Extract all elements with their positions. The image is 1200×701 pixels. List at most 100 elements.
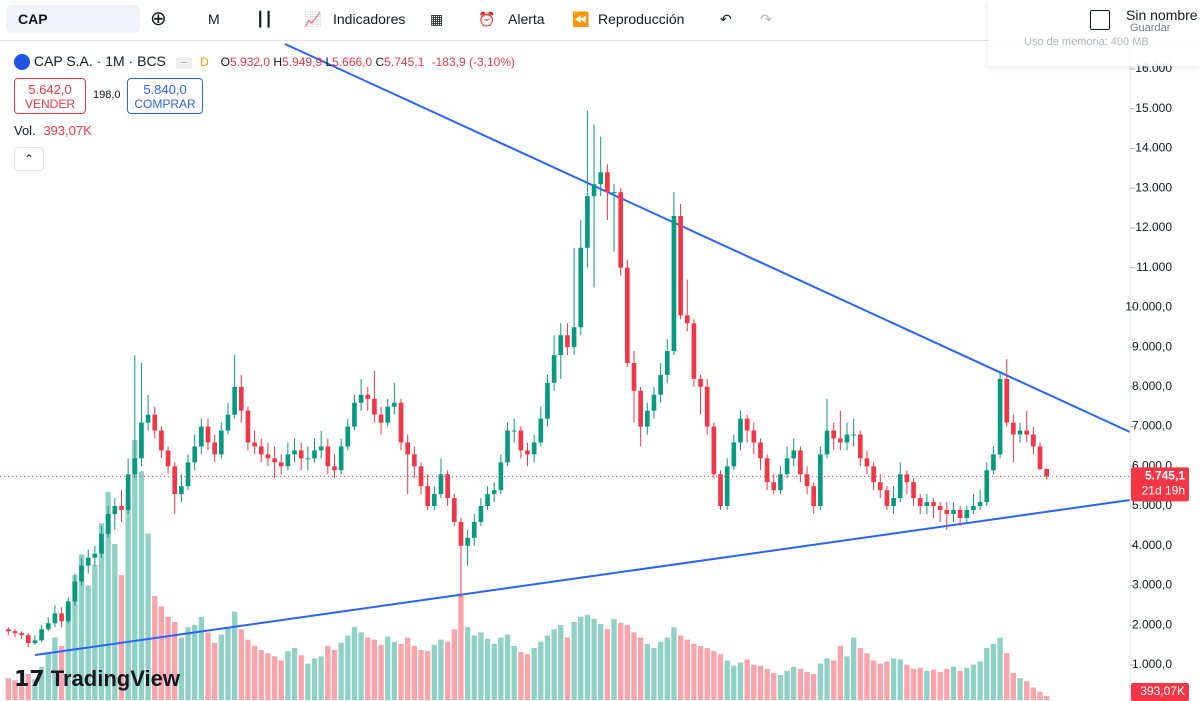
- candle-body: [877, 482, 883, 491]
- volume-bar: [684, 639, 690, 700]
- candle-body: [425, 486, 430, 507]
- volume-bar: [990, 643, 997, 700]
- collapse[interactable]: ⌃: [14, 147, 44, 171]
- volume-bar: [704, 648, 710, 700]
- candle-body: [824, 430, 830, 455]
- redo[interactable]: ↷: [760, 11, 772, 27]
- candle-body: [618, 192, 624, 268]
- volume-bar: [524, 654, 531, 700]
- candle-body: [884, 490, 890, 507]
- candle-body: [278, 462, 284, 467]
- candle-body: [1004, 378, 1010, 423]
- y-tick-label: 4.000,0: [1132, 538, 1172, 552]
- candle-body: [937, 506, 943, 511]
- candle-body: [545, 382, 550, 419]
- candle-body: [578, 247, 584, 328]
- save[interactable]: Guardar: [1130, 22, 1171, 34]
- symbol-box[interactable]: [6, 5, 140, 33]
- candle-body: [19, 633, 24, 636]
- alert[interactable]: Alerta: [508, 11, 545, 27]
- volume-bar: [624, 625, 631, 700]
- toggle[interactable]: −: [175, 57, 193, 69]
- sell-button[interactable]: 5.642,0 VENDER: [14, 78, 86, 114]
- candle-body: [997, 378, 1003, 455]
- volume-bar: [591, 618, 597, 700]
- volume-bar: [657, 641, 664, 700]
- candle-body: [984, 470, 990, 503]
- volume-bar: [371, 639, 378, 700]
- candle-body: [691, 323, 697, 379]
- volume-bar: [444, 641, 451, 700]
- candle-body: [52, 613, 58, 624]
- volume-bar: [850, 637, 857, 700]
- candle-body: [99, 533, 104, 554]
- candle-body: [125, 474, 131, 511]
- volume-bar: [771, 672, 777, 700]
- buy-button[interactable]: 5.840,0 COMPRAR: [127, 78, 203, 114]
- candle-icon[interactable]: ┃┃: [256, 11, 273, 27]
- volume-bar: [531, 648, 537, 700]
- candle-body: [119, 506, 124, 511]
- volume-bar: [265, 653, 271, 700]
- candle-body: [45, 623, 51, 630]
- alert-icon[interactable]: ⏰: [478, 11, 496, 27]
- volume-bar: [784, 670, 790, 700]
- volume-bar: [731, 665, 737, 700]
- candle-body: [32, 640, 38, 644]
- volume-bar: [198, 616, 205, 700]
- indicators[interactable]: Indicadores: [333, 11, 406, 27]
- volume-bar: [438, 639, 444, 700]
- volume-bar: [205, 632, 211, 700]
- compare-icon[interactable]: ⊕: [150, 8, 167, 30]
- checkbox[interactable]: [1090, 10, 1110, 30]
- candle-body: [857, 434, 863, 459]
- volume-bar: [1010, 672, 1017, 700]
- volume-bar: [598, 624, 604, 700]
- buy-price[interactable]: 5.840,0: [143, 82, 187, 97]
- layout-icon[interactable]: ▦: [430, 11, 444, 27]
- candle-body: [431, 494, 437, 507]
- y-tick-label: 12.000: [1135, 220, 1172, 234]
- price-tag-label: 5.745,1: [1145, 469, 1185, 483]
- candle-body: [132, 458, 138, 475]
- volume-bar: [917, 667, 923, 700]
- symbol[interactable]: CAP: [18, 11, 48, 27]
- candle-body: [418, 466, 424, 487]
- candle-body: [764, 458, 770, 483]
- volume-bar: [172, 622, 178, 700]
- candle-body: [625, 267, 630, 364]
- candle-body: [245, 410, 251, 443]
- candle-body: [112, 506, 118, 514]
- volume-bar: [884, 661, 890, 700]
- volume-bar: [12, 680, 18, 700]
- candle-body: [372, 398, 377, 415]
- logo-mark: 𝟭𝟳: [14, 666, 45, 691]
- sell-label[interactable]: VENDER: [24, 97, 75, 111]
- volume-bar: [345, 635, 351, 700]
- volume-bar: [391, 641, 398, 700]
- candle-body: [358, 394, 364, 403]
- volume-bar: [984, 648, 990, 700]
- buy-label[interactable]: COMPRAR: [134, 97, 196, 111]
- replay[interactable]: Reproducción: [598, 11, 685, 27]
- volume-bar: [125, 502, 131, 700]
- candle-body: [465, 537, 470, 546]
- sell-price[interactable]: 5.642,0: [28, 82, 72, 97]
- volume-bar: [178, 637, 185, 700]
- replay-icon[interactable]: ⏪: [572, 11, 590, 27]
- indicators-icon[interactable]: 📈: [304, 11, 322, 27]
- undo[interactable]: ↶: [720, 11, 732, 27]
- candle-body: [977, 502, 983, 507]
- volume-bar: [45, 653, 51, 700]
- y-tick-label: 5.000,0: [1132, 498, 1172, 512]
- volume-bar: [305, 663, 311, 700]
- volume-bar: [451, 629, 457, 700]
- layout-name[interactable]: Sin nombre: [1126, 7, 1198, 23]
- legend: CAP S.A. · 1M · BCS − D O5.932,0 H5.949,…: [14, 53, 515, 71]
- volume-bar: [231, 611, 238, 700]
- volume-bar: [950, 666, 957, 700]
- interval[interactable]: M: [208, 11, 220, 27]
- volume-bar: [857, 648, 863, 700]
- volume-bar: [132, 440, 138, 700]
- candle-body: [771, 482, 777, 491]
